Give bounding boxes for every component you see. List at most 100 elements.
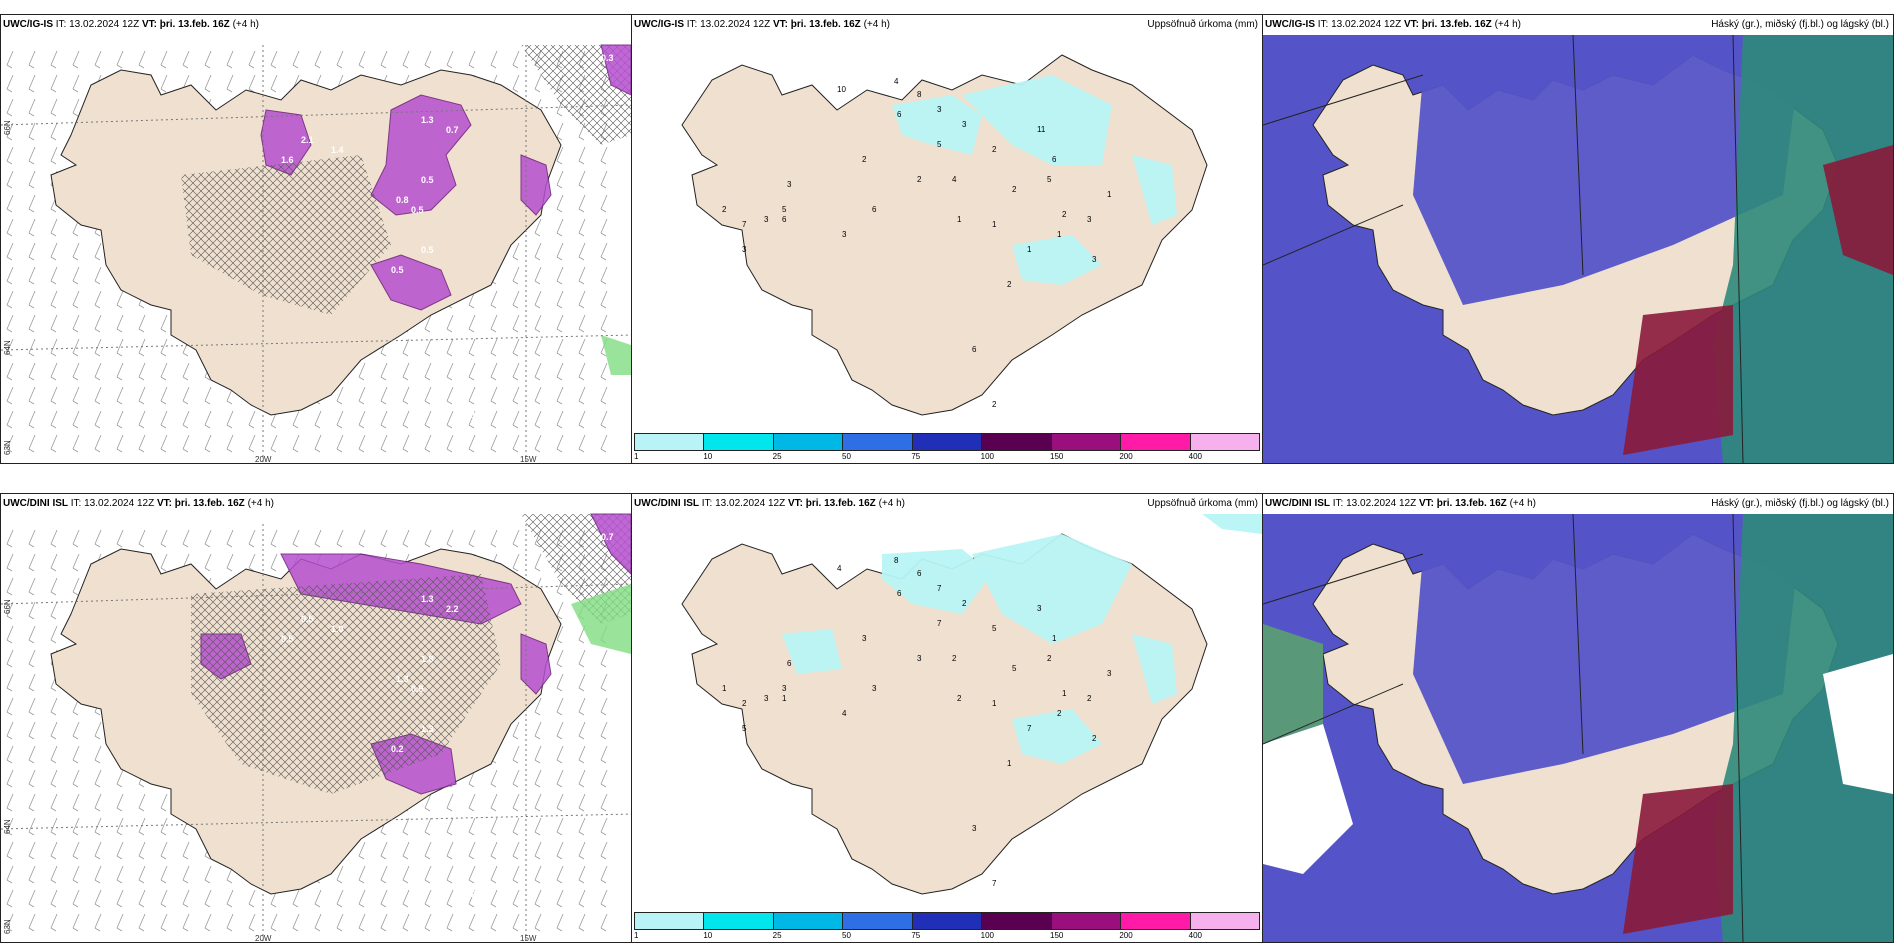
map-value-label: 1 <box>992 220 997 229</box>
wind-barb <box>50 386 58 405</box>
wind-barb <box>556 697 564 716</box>
map-value-label: 5.0 <box>406 824 419 834</box>
wind-barb <box>50 817 58 836</box>
wind-barb <box>116 841 124 860</box>
map-value-label: 4 <box>894 77 899 86</box>
wind-barb <box>28 721 36 740</box>
wind-barb <box>578 242 586 261</box>
wind-barb <box>204 865 212 884</box>
wind-barb <box>556 745 564 764</box>
wind-barb <box>72 242 80 261</box>
wind-barb <box>182 913 190 932</box>
wind-barb <box>182 386 190 405</box>
wind-barb <box>72 98 80 117</box>
wind-barb <box>248 529 256 548</box>
wind-barb <box>94 434 102 453</box>
wind-barb <box>336 913 344 932</box>
wind-barb <box>600 242 608 261</box>
wind-barb <box>578 697 586 716</box>
wind-barb <box>600 194 608 213</box>
wind-barb <box>446 913 454 932</box>
panel-header: UWC/DINI ISL IT: 13.02.2024 12Z VT: þri.… <box>634 498 905 509</box>
wind-barb <box>138 817 146 836</box>
map-value-label: 2 <box>722 205 727 214</box>
lon-label: 15W <box>520 934 537 943</box>
wind-barb <box>578 434 586 453</box>
wind-barb <box>226 889 234 908</box>
wind-barb <box>534 386 542 405</box>
wind-barb <box>138 913 146 932</box>
map-value-label: 0.5 <box>391 265 404 275</box>
wind-barb <box>358 50 366 69</box>
wind-barb <box>138 434 146 453</box>
map-value-label: 1 <box>1057 230 1062 239</box>
colorbar-label: 10 <box>703 931 713 940</box>
map-value-label: 0.7 <box>601 532 614 542</box>
wind-barb <box>512 410 520 429</box>
map-value-label: 2 <box>917 175 922 184</box>
map-value-label: 2 <box>962 599 967 608</box>
wind-barb <box>6 601 14 620</box>
wind-barb <box>402 338 410 357</box>
wind-barb <box>72 721 80 740</box>
wind-barb <box>468 793 476 812</box>
wind-barb <box>578 745 586 764</box>
wind-barb <box>358 889 366 908</box>
wind-barb <box>600 362 608 381</box>
wind-barb <box>116 434 124 453</box>
wind-barb <box>6 266 14 285</box>
wind-barb <box>182 50 190 69</box>
wind-barb <box>490 434 498 453</box>
wind-barb <box>556 865 564 884</box>
map-value-label: 2 <box>992 400 997 409</box>
wind-barb <box>534 218 542 237</box>
wind-barb <box>402 817 410 836</box>
wind-barb <box>6 649 14 668</box>
map-value-label: 2 <box>952 654 957 663</box>
precip-title: Uppsöfnuð úrkoma (mm) <box>1147 19 1258 30</box>
colorbar-swatch <box>843 434 913 450</box>
wind-barb <box>490 769 498 788</box>
wind-barb <box>94 721 102 740</box>
wind-barb <box>424 434 432 453</box>
map-value-label: 1.6 <box>281 155 294 165</box>
wind-barb <box>512 553 520 572</box>
wind-barb <box>6 434 14 453</box>
map-row2-snow <box>1 513 631 942</box>
wind-barb <box>534 242 542 261</box>
wind-barb <box>138 841 146 860</box>
wind-barb <box>490 865 498 884</box>
map-value-label: 6 <box>972 345 977 354</box>
wind-barb <box>116 290 124 309</box>
wind-barb <box>468 50 476 69</box>
wind-barb <box>600 841 608 860</box>
wind-barb <box>336 529 344 548</box>
wind-barb <box>600 865 608 884</box>
wind-barb <box>578 386 586 405</box>
wind-barb <box>116 769 124 788</box>
wind-barb <box>556 386 564 405</box>
map-value-label: 2.1 <box>301 135 314 145</box>
wind-barb <box>72 793 80 812</box>
wind-barb <box>28 745 36 764</box>
wind-barb <box>6 338 14 357</box>
map-value-label: 4 <box>837 564 842 573</box>
map-value-label: 0.7 <box>446 125 459 135</box>
map-value-label: 0.5 <box>496 403 509 413</box>
panel-row2-precip: UWC/DINI ISL IT: 13.02.2024 12Z VT: þri.… <box>631 493 1263 943</box>
wind-barb <box>380 865 388 884</box>
wind-barb <box>94 913 102 932</box>
wind-barb <box>556 410 564 429</box>
wind-barb <box>512 769 520 788</box>
wind-barb <box>314 410 322 429</box>
colorbar-swatch <box>635 913 705 929</box>
wind-barb <box>578 649 586 668</box>
wind-barb <box>160 529 168 548</box>
wind-barb <box>446 889 454 908</box>
wind-barb <box>116 865 124 884</box>
panel-row1-cloud: UWC/IG-IS IT: 13.02.2024 12Z VT: þri. 13… <box>1262 14 1894 464</box>
wind-barb <box>512 290 520 309</box>
wind-barb <box>270 913 278 932</box>
wind-barb <box>534 745 542 764</box>
wind-barb <box>28 434 36 453</box>
